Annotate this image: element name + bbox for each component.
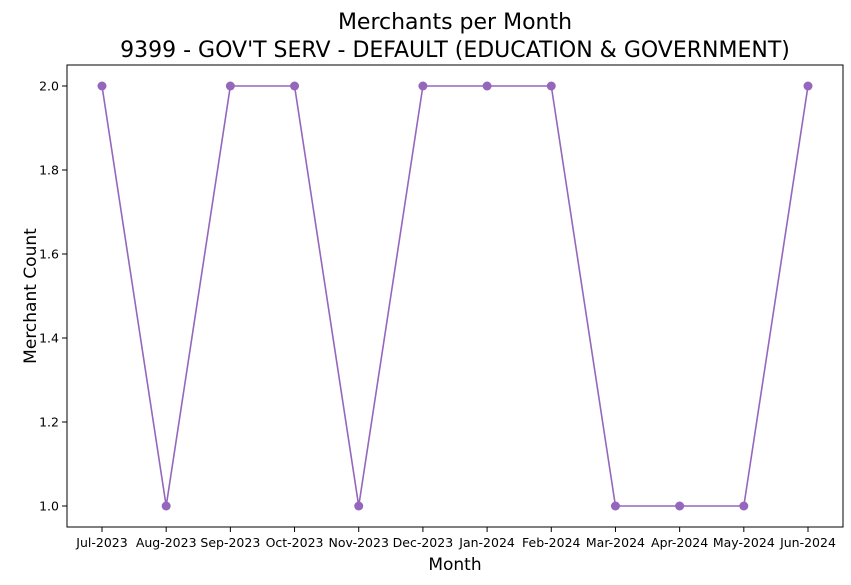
y-axis-label: Merchant Count	[21, 228, 41, 364]
y-tick-label: 1.8	[39, 163, 59, 178]
data-point	[610, 501, 620, 511]
x-axis: Jul-2023 Aug-2023 Sep-2023 Oct-2023 Nov-2023…	[75, 527, 836, 550]
x-tick-label: Aug-2023	[136, 535, 197, 550]
y-tick-label: 1.2	[39, 415, 59, 430]
x-tick-label: Apr-2024	[651, 535, 708, 550]
data-point	[546, 81, 556, 91]
x-tick-label: Mar-2024	[586, 535, 645, 550]
chart-subtitle: 9399 - GOV'T SERV - DEFAULT (EDUCATION &…	[120, 38, 790, 63]
data-point	[739, 501, 749, 511]
x-tick-label: Nov-2023	[329, 535, 389, 550]
data-point	[354, 501, 364, 511]
y-axis: 1.0 1.2 1.4 1.6 1.8 2.0	[39, 79, 67, 514]
data-point	[418, 81, 428, 91]
x-tick-label: Dec-2023	[393, 535, 454, 550]
series-layer	[97, 81, 813, 511]
x-tick-label: Feb-2024	[522, 535, 581, 550]
chart-title: Merchants per Month	[338, 10, 572, 35]
x-tick-label: Jun-2024	[779, 535, 836, 550]
data-point	[225, 81, 235, 91]
data-point	[482, 81, 492, 91]
y-tick-label: 1.4	[39, 331, 59, 346]
x-tick-label: Oct-2023	[266, 535, 324, 550]
x-tick-label: May-2024	[713, 535, 775, 550]
data-point	[803, 81, 813, 91]
data-point	[675, 501, 685, 511]
y-tick-label: 2.0	[39, 79, 59, 94]
x-tick-label: Sep-2023	[200, 535, 260, 550]
data-point	[161, 501, 171, 511]
plot-area-frame	[66, 64, 844, 528]
x-axis-label: Month	[428, 555, 481, 575]
data-point	[97, 81, 107, 91]
series-line	[101, 85, 809, 507]
x-tick-label: Jan-2024	[458, 535, 515, 550]
y-tick-label: 1.0	[39, 499, 59, 514]
data-point	[290, 81, 300, 91]
x-tick-label: Jul-2023	[75, 535, 127, 550]
y-tick-label: 1.6	[39, 247, 59, 262]
